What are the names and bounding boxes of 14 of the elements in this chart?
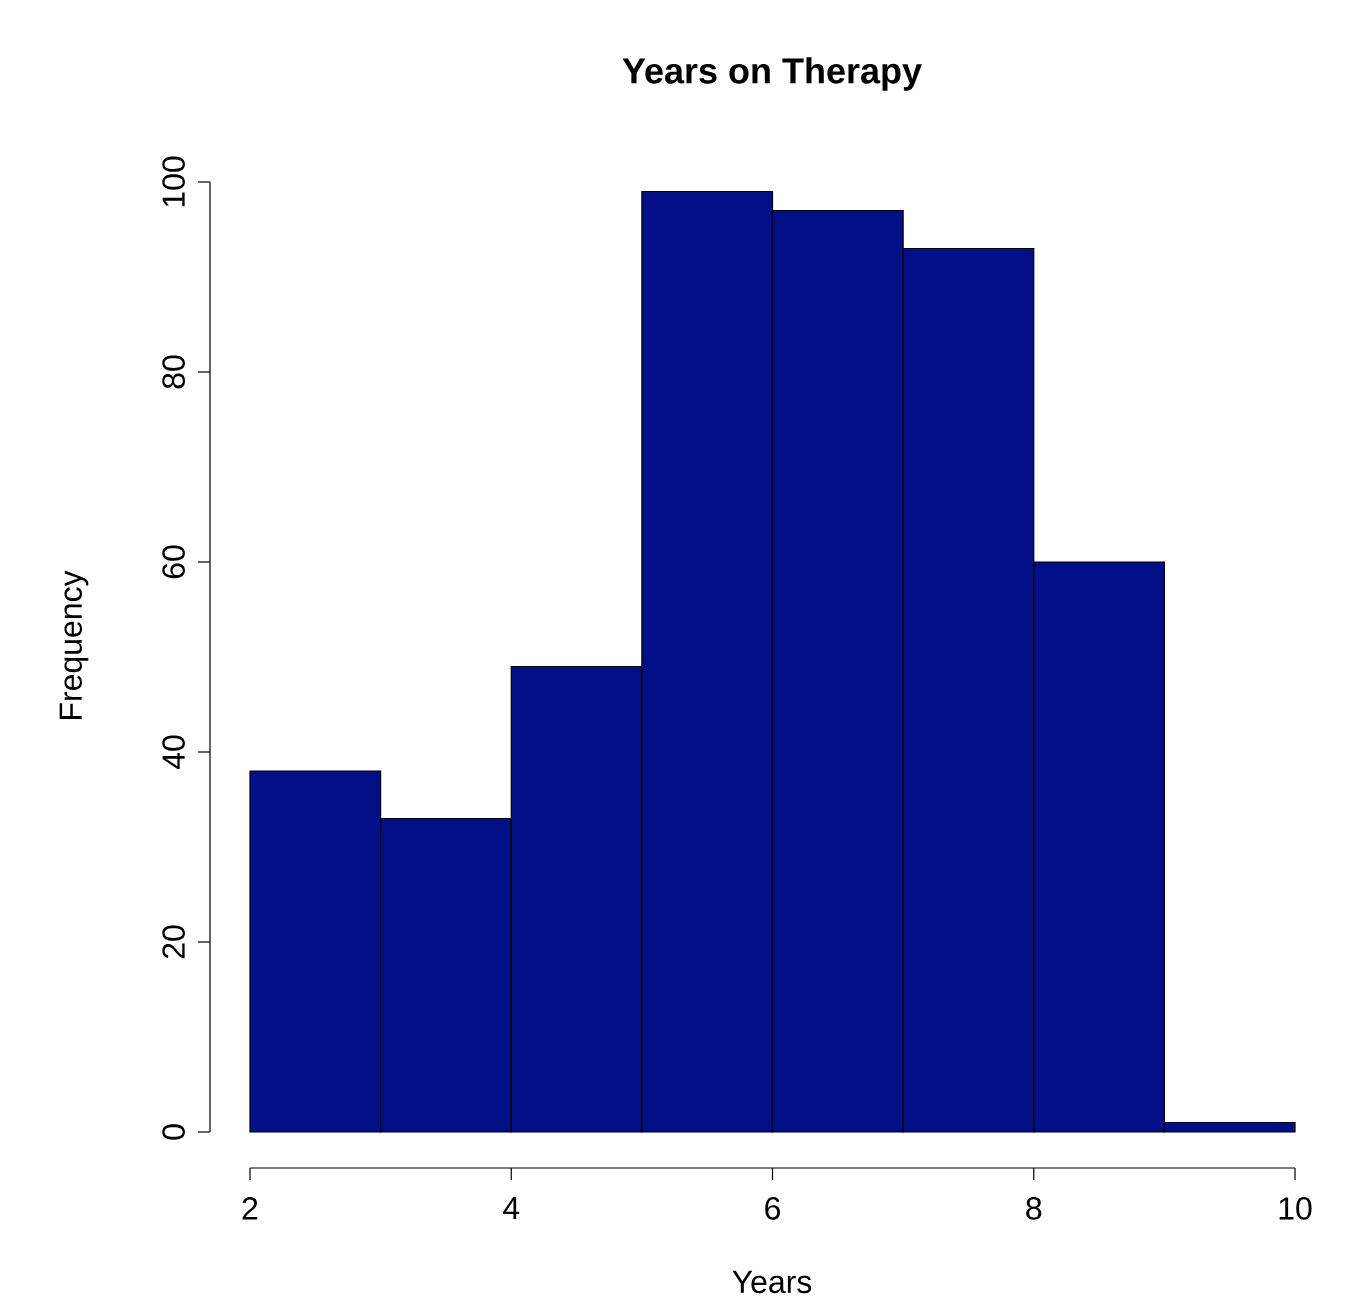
y-tick-label: 60: [162, 545, 185, 579]
y-tick-label: 80: [162, 355, 185, 389]
y-tick-label: 20: [162, 925, 185, 959]
y-tick-label: 0: [162, 1124, 185, 1140]
x-tick-label: 8: [1026, 1197, 1042, 1220]
x-tick-label: 10: [1279, 1197, 1312, 1220]
x-tick-label: 2: [242, 1197, 258, 1220]
y-tick-label: 40: [162, 735, 185, 770]
x-axis-title: Years: [732, 1270, 812, 1294]
chart-title: Years on Therapy: [622, 57, 922, 91]
x-tick-label: 4: [503, 1197, 520, 1220]
y-axis-title: Frequency: [59, 570, 89, 719]
x-tick-label: 6: [765, 1197, 780, 1220]
y-tick-label: 100: [162, 156, 185, 207]
